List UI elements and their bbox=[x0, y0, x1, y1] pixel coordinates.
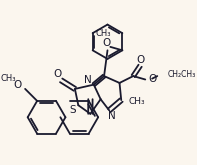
Text: CH₃: CH₃ bbox=[96, 29, 111, 38]
Text: S: S bbox=[69, 105, 76, 115]
Text: O: O bbox=[54, 69, 62, 79]
Text: O: O bbox=[102, 38, 110, 48]
Text: CH₃: CH₃ bbox=[128, 97, 145, 106]
Text: O: O bbox=[13, 81, 21, 90]
Text: N: N bbox=[84, 75, 92, 85]
Text: CH₃: CH₃ bbox=[0, 74, 16, 83]
Text: CH₂CH₃: CH₂CH₃ bbox=[168, 70, 196, 79]
Text: N: N bbox=[108, 111, 116, 121]
Text: O: O bbox=[149, 74, 157, 84]
Text: O: O bbox=[137, 55, 145, 65]
